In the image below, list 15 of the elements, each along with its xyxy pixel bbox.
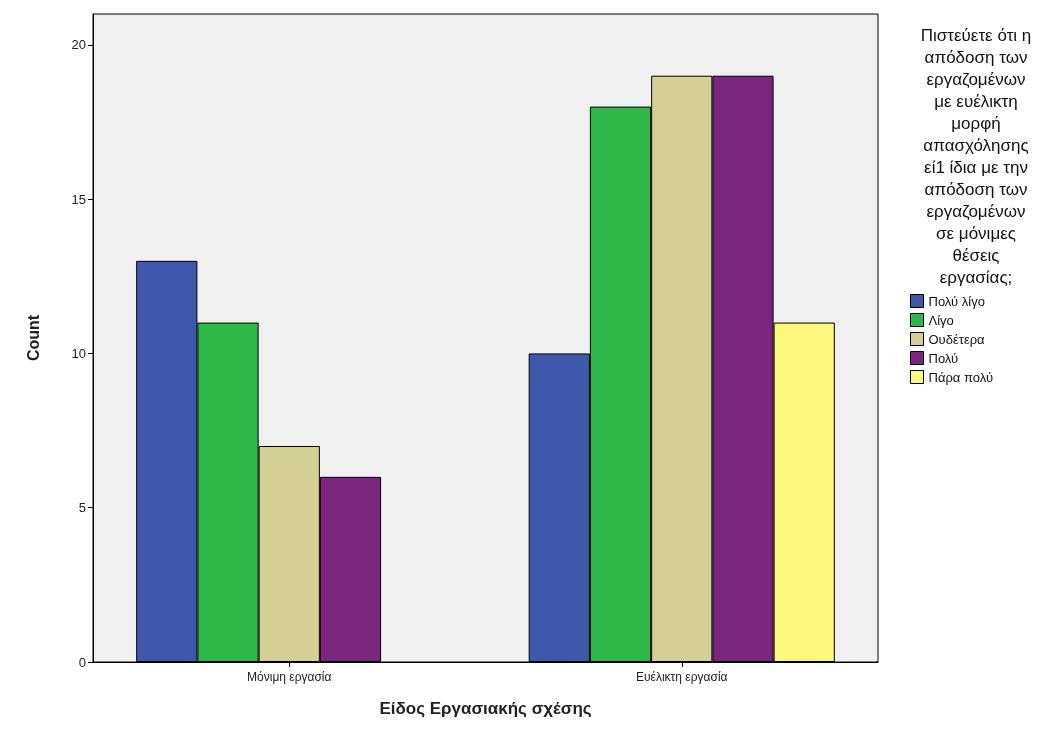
x-axis-title: Είδος Εργασιακής σχέσης [379, 699, 592, 718]
y-tick-label: 5 [78, 500, 86, 516]
y-tick-label: 0 [78, 654, 86, 670]
legend-label: Πάρα πολύ [928, 369, 993, 385]
y-tick-label: 15 [71, 191, 86, 207]
y-tick-label: 20 [71, 37, 86, 53]
x-tick-label: Ευέλικτη εργασία [636, 670, 728, 684]
legend-label: Ουδέτερα [928, 331, 986, 347]
x-tick-label: Μόνιμη εργασία [247, 670, 332, 684]
y-axis-title: Count [24, 314, 42, 362]
legend-label: Λίγο [928, 312, 954, 328]
y-tick-label: 10 [71, 345, 86, 361]
legend-label: Πολύ [928, 350, 959, 366]
legend-label: Πολύ λίγο [928, 293, 985, 309]
text: Πιστεύετε ότι η απόδοση των εργαζομένων με ευέλικτη μορφή απασχόλησης εί1 ίδια με την απόδοση των εργαζομένων σε μόνιμες θέσεις εργασίας; [920, 25, 1032, 287]
